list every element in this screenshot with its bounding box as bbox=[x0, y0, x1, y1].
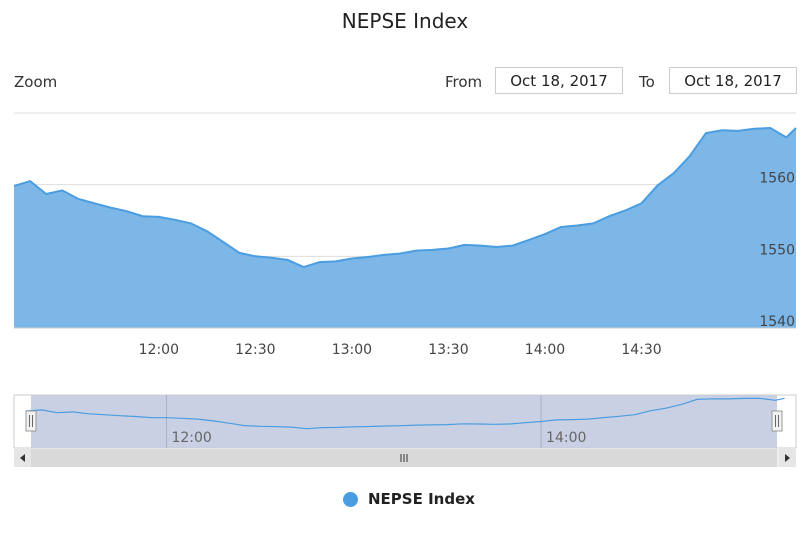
navigator-tick-label: 12:00 bbox=[171, 430, 211, 446]
grip-handle-icon bbox=[25, 410, 37, 432]
x-tick-label: 14:30 bbox=[621, 342, 661, 358]
zoom-label: Zoom bbox=[14, 73, 58, 91]
x-tick-label: 12:30 bbox=[235, 342, 275, 358]
arrow-right-icon bbox=[785, 454, 790, 462]
legend-item[interactable]: NEPSE Index bbox=[343, 489, 475, 509]
navigator-handle[interactable] bbox=[771, 410, 783, 432]
legend-marker bbox=[343, 491, 358, 507]
series-area bbox=[14, 128, 796, 328]
grip-handle-icon bbox=[771, 410, 783, 432]
to-date-input[interactable]: Oct 18, 2017 bbox=[669, 67, 797, 94]
x-tick-label: 12:00 bbox=[139, 342, 179, 358]
navigator-selection bbox=[31, 395, 777, 448]
to-label: To bbox=[639, 73, 655, 91]
from-date-input[interactable]: Oct 18, 2017 bbox=[495, 67, 623, 94]
arrow-left-icon bbox=[20, 454, 25, 462]
navigator-tick-label: 14:00 bbox=[546, 430, 586, 446]
legend-label: NEPSE Index bbox=[368, 490, 475, 508]
navigator-series-line bbox=[25, 397, 785, 430]
x-tick-label: 13:00 bbox=[332, 342, 372, 358]
from-label: From bbox=[445, 73, 483, 91]
y-tick-label: 1550 bbox=[759, 242, 795, 258]
chart-title: NEPSE Index bbox=[341, 9, 469, 33]
y-tick-label: 1540 bbox=[759, 314, 795, 330]
series-line bbox=[13, 126, 797, 269]
x-tick-label: 14:00 bbox=[525, 342, 565, 358]
y-tick-label: 1560 bbox=[759, 171, 795, 187]
navigator-handle[interactable] bbox=[25, 410, 37, 432]
x-tick-label: 13:30 bbox=[428, 342, 468, 358]
